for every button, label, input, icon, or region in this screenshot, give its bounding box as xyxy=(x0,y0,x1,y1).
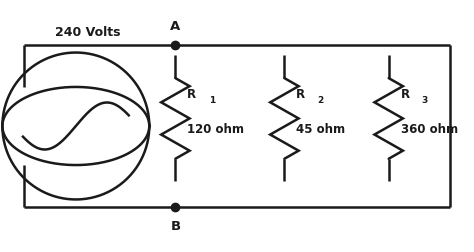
Text: 1: 1 xyxy=(209,96,215,105)
Text: A: A xyxy=(170,20,181,33)
Text: 120 ohm: 120 ohm xyxy=(187,123,244,137)
Text: 360 ohm: 360 ohm xyxy=(401,123,458,137)
Text: R: R xyxy=(296,88,305,101)
Text: 45 ohm: 45 ohm xyxy=(296,123,346,137)
Text: R: R xyxy=(187,88,196,101)
Text: R: R xyxy=(401,88,410,101)
Text: B: B xyxy=(170,220,181,234)
Text: 240 Volts: 240 Volts xyxy=(55,26,120,39)
Text: 2: 2 xyxy=(318,96,324,105)
Text: 3: 3 xyxy=(422,96,428,105)
